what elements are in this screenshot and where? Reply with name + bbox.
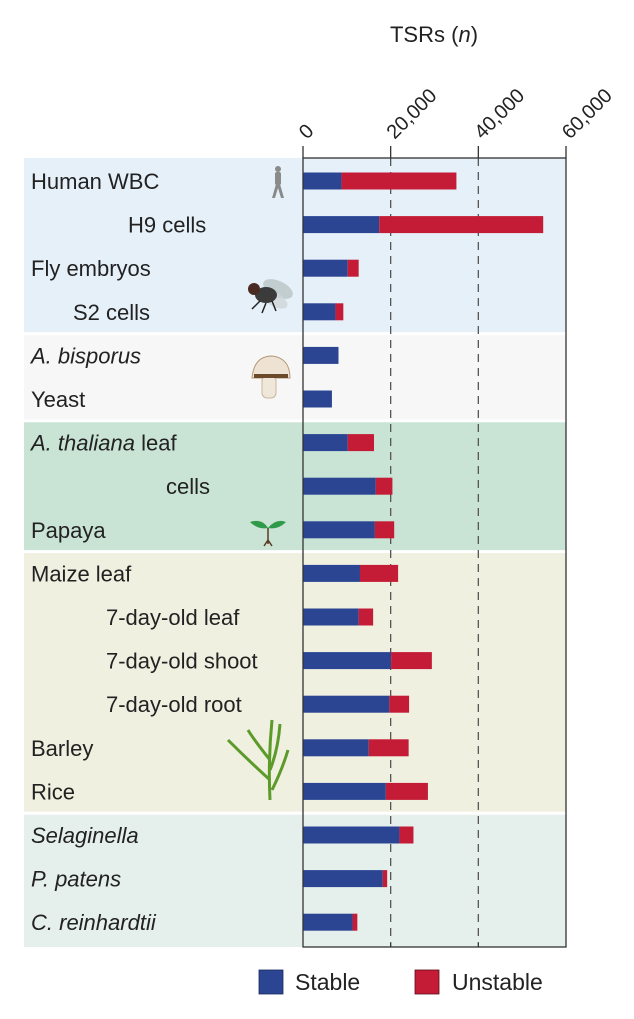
- x-tick-label: 0: [295, 120, 318, 143]
- group-band: [24, 553, 566, 812]
- bar-unstable: [391, 652, 432, 670]
- x-tick-label: 40,000: [470, 85, 529, 144]
- category-label: Fly embryos: [31, 256, 151, 281]
- bar-unstable: [389, 695, 410, 713]
- grass-icon: [226, 719, 290, 801]
- category-label: P. patens: [31, 867, 121, 892]
- bar-unstable: [359, 564, 399, 582]
- category-label: S2 cells: [73, 300, 150, 325]
- bar-unstable: [368, 739, 409, 757]
- seedling-icon: [250, 520, 286, 547]
- bar-stable: [303, 913, 353, 931]
- human-icon: [272, 166, 284, 198]
- bar-unstable: [358, 608, 374, 626]
- group-backgrounds: [24, 158, 566, 947]
- bar-stable: [303, 303, 336, 321]
- bar-stable: [303, 390, 332, 408]
- bar-stable: [303, 521, 375, 539]
- category-label: H9 cells: [128, 213, 206, 238]
- plot-frame: [302, 157, 567, 948]
- bar-unstable: [341, 172, 457, 190]
- bar-stable: [303, 782, 386, 800]
- category-label: Barley: [31, 736, 93, 761]
- group-band: [24, 422, 566, 551]
- organism-icons: [226, 166, 293, 801]
- bar-stable: [303, 870, 383, 888]
- legend-label-unstable: Unstable: [452, 969, 543, 995]
- axis-title: TSRs (n): [390, 22, 478, 47]
- bar-unstable: [347, 259, 359, 277]
- group-band: [24, 335, 566, 420]
- group-band: [24, 158, 566, 333]
- legend-swatch-stable: [258, 969, 284, 995]
- bar-stable: [303, 259, 348, 277]
- legend-label-stable: Stable: [295, 969, 360, 995]
- bar-stable: [303, 477, 376, 495]
- category-label: cells: [166, 474, 210, 499]
- bar-stable: [303, 826, 400, 844]
- bar-unstable: [382, 870, 388, 888]
- category-label: Selaginella: [31, 823, 139, 848]
- x-tick-label: 20,000: [383, 85, 442, 144]
- bar-unstable: [347, 434, 375, 452]
- category-label: 7-day-old root: [106, 692, 242, 717]
- bar-unstable: [385, 782, 428, 800]
- x-tick-label: 60,000: [558, 85, 617, 144]
- bars: [303, 172, 544, 931]
- bar-stable: [303, 564, 360, 582]
- gridlines: [390, 158, 479, 947]
- mushroom-icon: [251, 355, 291, 399]
- category-label: 7-day-old leaf: [106, 605, 240, 630]
- bar-unstable: [375, 477, 393, 495]
- category-label: Maize leaf: [31, 561, 132, 586]
- category-label: Yeast: [31, 387, 85, 412]
- category-label: Human WBC: [31, 169, 159, 194]
- category-label: Papaya: [31, 518, 106, 543]
- bar-unstable: [399, 826, 414, 844]
- category-label: A. thaliana leaf: [29, 431, 177, 456]
- bar-stable: [303, 346, 339, 364]
- fly-icon: [248, 279, 293, 314]
- category-label: Rice: [31, 779, 75, 804]
- category-label: 7-day-old shoot: [106, 649, 258, 674]
- bar-stable: [303, 216, 380, 234]
- category-label: A. bisporus: [29, 343, 141, 368]
- bar-unstable: [379, 216, 544, 234]
- bar-stable: [303, 172, 342, 190]
- bar-unstable: [335, 303, 344, 321]
- bar-stable: [303, 695, 390, 713]
- legend-swatch-unstable: [414, 969, 440, 995]
- bar-unstable: [352, 913, 358, 931]
- bar-stable: [303, 608, 359, 626]
- bar-stable: [303, 739, 369, 757]
- legend: Stable Unstable: [258, 969, 543, 995]
- bar-stable: [303, 434, 348, 452]
- bar-unstable: [374, 521, 395, 539]
- category-labels: Human WBC H9 cells Fly embryos S2 cells A. b…: [29, 169, 258, 935]
- bar-stable: [303, 652, 392, 670]
- group-band: [24, 814, 566, 947]
- category-label: C. reinhardtii: [31, 910, 157, 935]
